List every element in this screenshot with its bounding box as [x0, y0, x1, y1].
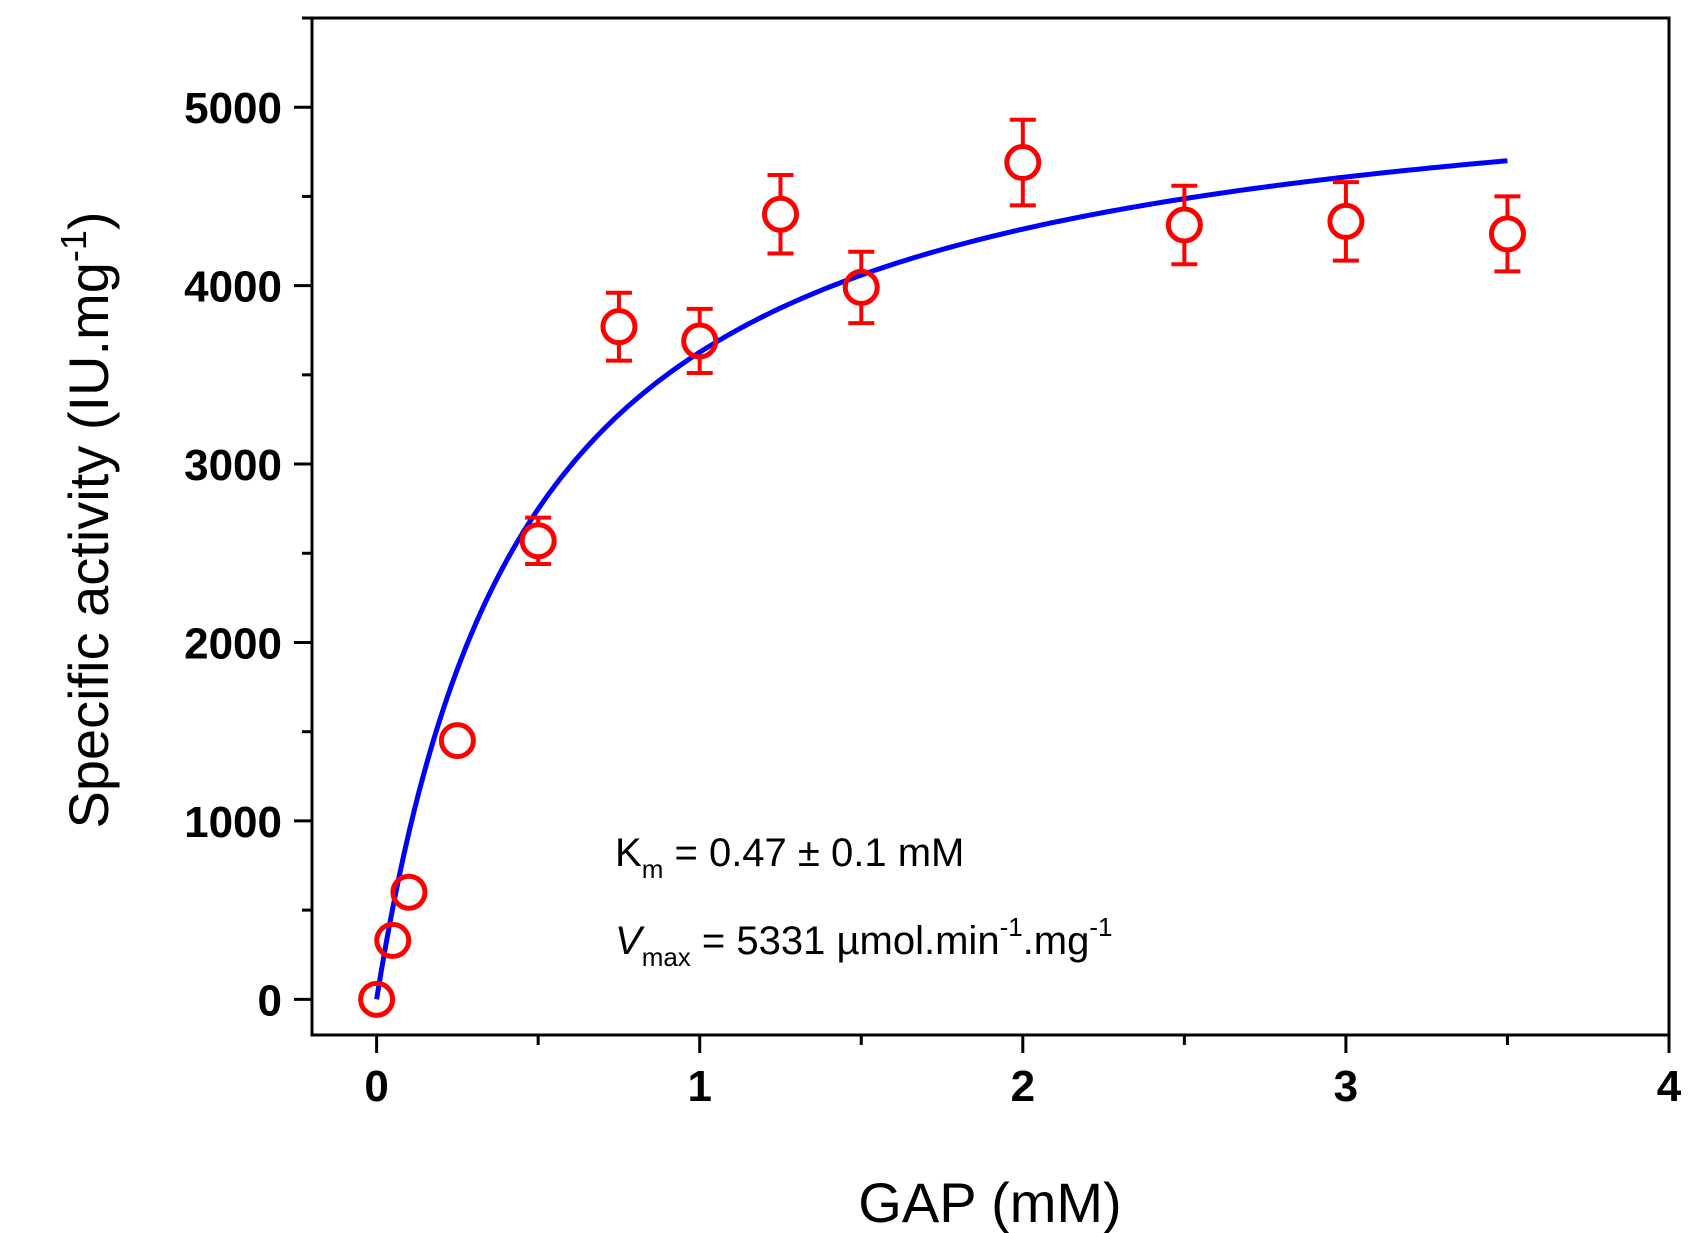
data-point	[600, 308, 638, 346]
km-value: = 0.47 ± 0.1 mM	[663, 831, 964, 875]
data-point	[374, 921, 412, 959]
data-point-group	[438, 722, 476, 760]
vmax-unit-sup-1: -1	[1000, 912, 1023, 942]
data-point	[358, 980, 396, 1018]
km-symbol: K	[615, 831, 642, 875]
y-tick-label: 5000	[184, 84, 282, 133]
x-tick-label: 1	[687, 1062, 711, 1111]
y-tick-label: 1000	[184, 798, 282, 847]
km-subscript: m	[642, 854, 664, 884]
x-axis-title: GAP (mM)	[858, 1171, 1121, 1233]
x-tick-label: 4	[1657, 1062, 1682, 1111]
data-point	[842, 268, 880, 306]
plot-frame	[310, 16, 1671, 1037]
data-point-group	[842, 249, 880, 326]
y-axis-title-main: Specific activity (IU.mg	[57, 262, 120, 828]
data-point	[761, 195, 799, 233]
y-tick-label: 2000	[184, 619, 282, 668]
x-tick-label: 3	[1334, 1062, 1358, 1111]
axis-ticks	[294, 16, 1671, 1053]
y-axis-title: Specific activity (IU.mg-1)	[53, 211, 120, 828]
y-axis-title-close: )	[57, 211, 120, 230]
data-point-group	[600, 290, 638, 363]
vmax-value: = 5331 µmol.min	[691, 919, 1000, 963]
data-point-group	[761, 173, 799, 256]
data-point	[1488, 215, 1526, 253]
axis-tick-labels: 0 1 2 3 4 0 1000 2000 3000 4000 5000	[184, 84, 1682, 1111]
y-tick-label: 3000	[184, 441, 282, 490]
data-point	[438, 722, 476, 760]
vmax-unit-mg: .mg	[1023, 919, 1090, 963]
x-tick-label: 0	[364, 1062, 388, 1111]
y-axis-title-sup: -1	[53, 230, 94, 262]
vmax-annotation: Vmax = 5331 µmol.min-1.mg-1	[615, 912, 1113, 972]
data-point-group	[1165, 183, 1203, 267]
vmax-subscript: max	[642, 942, 691, 972]
data-point-group	[519, 515, 557, 566]
data-point-group	[681, 306, 719, 376]
data-points	[358, 117, 1526, 1018]
data-point	[681, 322, 719, 360]
data-point-group	[358, 980, 396, 1018]
data-point	[1165, 206, 1203, 244]
y-tick-label: 4000	[184, 263, 282, 312]
vmax-unit-sup-2: -1	[1089, 912, 1112, 942]
data-point	[390, 873, 428, 911]
y-tick-label: 0	[258, 976, 282, 1025]
data-point-group	[1488, 194, 1526, 274]
vmax-symbol: V	[615, 919, 645, 963]
data-point	[519, 522, 557, 560]
fit-curve	[374, 158, 1508, 1000]
data-point-group	[390, 873, 428, 911]
data-point-group	[1004, 117, 1042, 208]
data-point-group	[1327, 180, 1365, 263]
data-point-group	[374, 921, 412, 959]
x-tick-label: 2	[1011, 1062, 1035, 1111]
km-annotation: Km = 0.47 ± 0.1 mM	[615, 831, 964, 884]
data-point	[1004, 144, 1042, 182]
data-point	[1327, 202, 1365, 240]
